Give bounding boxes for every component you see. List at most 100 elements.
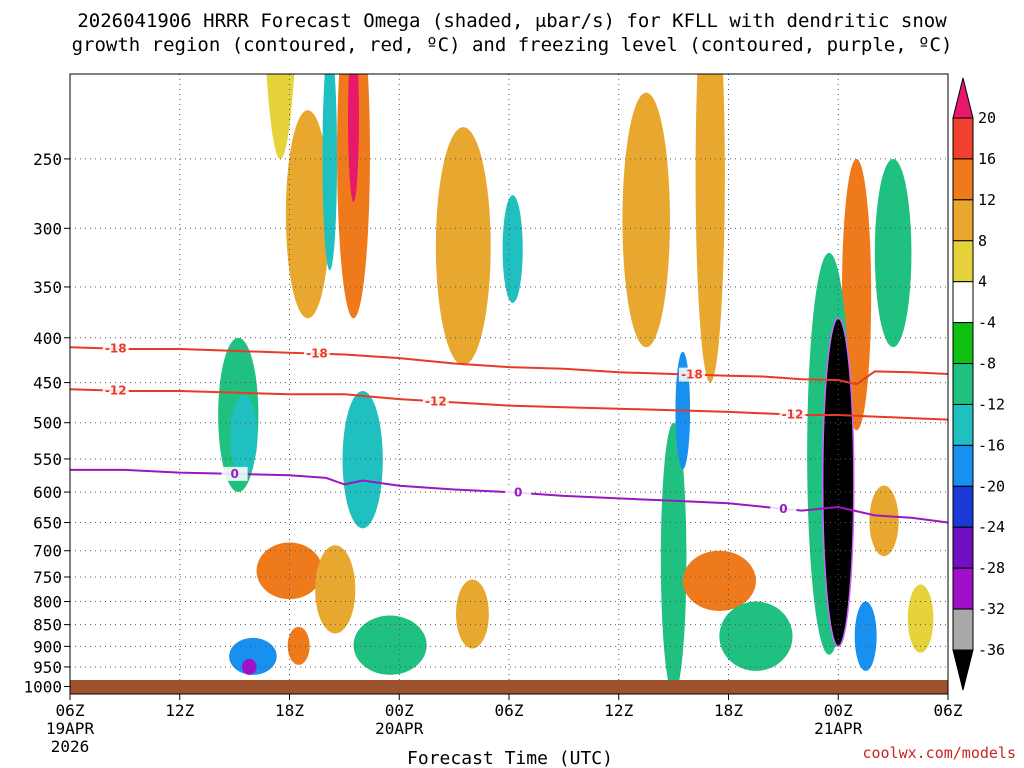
colorbar-box-10 bbox=[952, 526, 974, 569]
x-tick-date-3: 20APR bbox=[375, 719, 424, 738]
colorbar-box-6 bbox=[952, 363, 974, 405]
title-line-2: growth region (contoured, red, ºC) and f… bbox=[72, 34, 953, 56]
contour-line-1 bbox=[70, 388, 948, 421]
y-tick-label-800: 800 bbox=[33, 593, 62, 612]
x-tick-year-0: 2026 bbox=[51, 737, 90, 756]
contour-label-0-2: -18 bbox=[681, 368, 703, 382]
x-tick-label-1: 12Z bbox=[165, 701, 194, 720]
omega-region-20 bbox=[455, 579, 489, 649]
y-tick-label-450: 450 bbox=[33, 374, 62, 393]
x-axis-title: Forecast Time (UTC) bbox=[407, 748, 613, 768]
omega-region-12 bbox=[230, 395, 258, 476]
contour-label-0-0: -18 bbox=[105, 342, 127, 356]
x-tick-label-6: 18Z bbox=[714, 701, 743, 720]
colorbar-box-3 bbox=[952, 240, 974, 283]
colorbar-label-11: -28 bbox=[978, 559, 1005, 577]
omega-region-1 bbox=[266, 74, 295, 159]
x-tick-label-7: 00Z bbox=[824, 701, 853, 720]
contour-label-bg-1-2 bbox=[779, 407, 806, 422]
y-axis: 250 300 350 400 450 500 550 600 650 700 750 800 850 9… bbox=[23, 150, 70, 696]
omega-region-15 bbox=[315, 545, 356, 634]
contour-label-bg-0-0 bbox=[102, 341, 129, 356]
contour-label-2-2: 0 bbox=[779, 502, 787, 516]
x-tick-date-7: 21APR bbox=[814, 719, 863, 738]
colorbar-box-8 bbox=[952, 444, 974, 487]
omega-region-3 bbox=[348, 74, 360, 203]
colorbar-box-4 bbox=[952, 281, 974, 324]
x-tick-label-0: 06Z bbox=[56, 701, 85, 720]
omega-region-14 bbox=[256, 542, 323, 600]
colorbar-label-7: -12 bbox=[978, 395, 1005, 413]
title-line-1: 2026041906 HRRR Forecast Omega (shaded, … bbox=[77, 10, 947, 32]
colorbar-label-13: -36 bbox=[978, 641, 1005, 659]
colorbar-label-8: -16 bbox=[978, 436, 1005, 454]
colorbar-box-2 bbox=[952, 199, 974, 242]
omega-region-7 bbox=[622, 92, 670, 348]
omega-region-6 bbox=[502, 195, 523, 303]
contour-label-bg-2-2 bbox=[770, 501, 797, 516]
contour-label-bg-1-1 bbox=[422, 394, 449, 409]
omega-region-4 bbox=[322, 74, 338, 271]
colorbar-label-0: 20 bbox=[978, 109, 996, 127]
colorbar-label-6: -8 bbox=[978, 355, 996, 373]
y-tick-label-550: 550 bbox=[33, 450, 62, 469]
y-tick-label-900: 900 bbox=[33, 637, 62, 656]
omega-region-5 bbox=[435, 127, 491, 366]
colorbar-box-12 bbox=[952, 608, 974, 651]
colorbar-box-11 bbox=[952, 567, 974, 610]
omega-region-13 bbox=[342, 390, 383, 529]
ground-bar bbox=[70, 680, 948, 694]
omega-region-24 bbox=[719, 601, 793, 671]
colorbar-box-7 bbox=[952, 403, 974, 446]
contour-label-bg-0-1 bbox=[303, 346, 330, 361]
y-tick-label-650: 650 bbox=[33, 514, 62, 533]
contour-label-2-0: 0 bbox=[230, 467, 238, 481]
omega-region-10 bbox=[874, 158, 912, 348]
contour-label-1-2: -12 bbox=[782, 408, 804, 422]
omega-region-19 bbox=[353, 615, 427, 675]
omega-region-28 bbox=[854, 601, 877, 671]
colorbar-label-3: 8 bbox=[978, 232, 987, 250]
omega-region-21 bbox=[660, 422, 687, 680]
y-tick-label-250: 250 bbox=[33, 150, 62, 169]
colorbar-box-1 bbox=[952, 158, 974, 201]
y-tick-label-700: 700 bbox=[33, 542, 62, 561]
contour-label-bg-2-1 bbox=[505, 485, 532, 500]
omega-region-23 bbox=[682, 550, 756, 611]
y-tick-label-300: 300 bbox=[33, 219, 62, 238]
colorbar-label-1: 16 bbox=[978, 150, 996, 168]
y-tick-label-1000: 1000 bbox=[23, 677, 62, 696]
contour-label-1-0: -12 bbox=[105, 384, 127, 398]
contour-label-0-1: -18 bbox=[306, 347, 328, 361]
omega-region-8 bbox=[695, 74, 725, 383]
colorbar-label-4: 4 bbox=[978, 273, 987, 291]
colorbar-label-9: -20 bbox=[978, 477, 1005, 495]
colorbar-top-arrow bbox=[952, 77, 974, 119]
x-tick-date-0: 19APR bbox=[46, 719, 95, 738]
omega-region-16 bbox=[287, 626, 310, 665]
colorbar-box-9 bbox=[952, 485, 974, 528]
contour-label-bg-2-0 bbox=[221, 466, 248, 481]
colorbar-label-5: -4 bbox=[978, 314, 996, 332]
colorbar-box-0 bbox=[952, 117, 974, 160]
omega-region-17 bbox=[229, 637, 277, 675]
colorbar-label-12: -32 bbox=[978, 600, 1005, 618]
contour-label-bg-1-0 bbox=[102, 383, 129, 398]
colorbar-box-5 bbox=[952, 322, 974, 365]
y-tick-label-400: 400 bbox=[33, 329, 62, 348]
y-tick-label-850: 850 bbox=[33, 616, 62, 635]
colorbar-bottom-arrow bbox=[952, 649, 974, 691]
credit-link[interactable]: coolwx.com/models bbox=[862, 744, 1016, 762]
contour-label-1-1: -12 bbox=[425, 394, 447, 408]
x-tick-label-4: 06Z bbox=[495, 701, 524, 720]
omega-region-27 bbox=[869, 485, 899, 557]
y-tick-label-750: 750 bbox=[33, 568, 62, 587]
contour-label-2-1: 0 bbox=[514, 486, 522, 500]
contour-line-0 bbox=[70, 346, 948, 386]
omega-region-18 bbox=[241, 658, 257, 675]
contour-lines: -18 -18 -18 -12 -12 -12 0 0 0 bbox=[70, 341, 948, 524]
y-tick-label-600: 600 bbox=[33, 483, 62, 502]
colorbar: 20 16 12 8 4 -4 -8 -12 -16 -20 -24 -28 -32 -36 bbox=[952, 77, 1005, 691]
colorbar-label-10: -24 bbox=[978, 518, 1005, 536]
